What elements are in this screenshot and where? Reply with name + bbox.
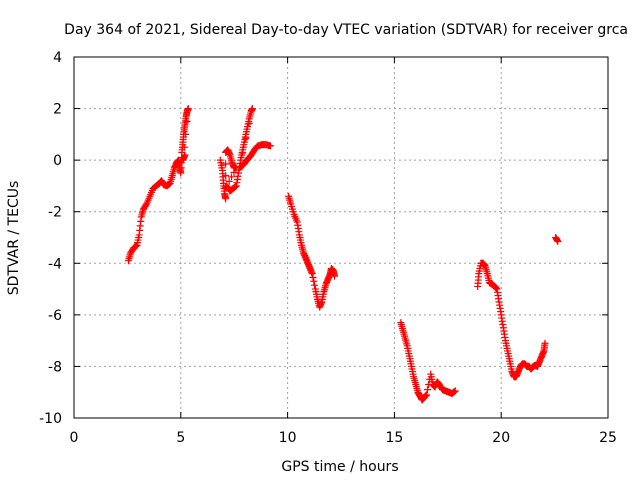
y-tick-label: 4 <box>53 50 62 66</box>
data-point <box>308 270 316 278</box>
data-point <box>181 151 189 159</box>
data-point <box>142 201 150 209</box>
data-point <box>180 143 188 151</box>
y-tick-label: 2 <box>53 102 62 118</box>
data-point <box>239 149 247 157</box>
data-points <box>124 105 562 404</box>
x-tick-label: 10 <box>279 430 297 446</box>
x-tick-labels: 0 5 10 15 20 25 <box>70 430 617 446</box>
data-point <box>422 391 430 399</box>
data-point <box>182 130 190 138</box>
data-point <box>242 134 250 142</box>
chart-title: Day 364 of 2021, Sidereal Day-to-day VTE… <box>64 22 628 38</box>
data-point <box>232 183 240 191</box>
y-tick-label: -10 <box>39 411 62 427</box>
data-point <box>222 195 230 203</box>
data-point <box>248 105 256 113</box>
y-tick-label: -4 <box>48 256 62 272</box>
y-tick-labels: -10 -8 -6 -4 -2 0 2 4 <box>39 50 62 427</box>
data-point <box>245 119 253 127</box>
data-point <box>231 183 239 191</box>
data-point <box>311 281 319 289</box>
y-tick-label: 0 <box>53 153 62 169</box>
data-point <box>451 387 459 395</box>
data-point <box>230 168 238 176</box>
data-point <box>450 388 458 396</box>
data-point <box>131 243 139 251</box>
data-point <box>309 273 317 281</box>
y-tick-label: -6 <box>48 308 62 324</box>
x-tick-label: 15 <box>385 430 403 446</box>
data-point <box>331 272 339 280</box>
data-point <box>225 177 233 185</box>
x-axis-label: GPS time / hours <box>281 459 398 475</box>
y-axis-label: SDTVAR / TECUs <box>6 181 22 296</box>
data-point <box>310 277 318 285</box>
x-tick-label: 5 <box>176 430 185 446</box>
x-tick-label: 20 <box>492 430 510 446</box>
data-point <box>554 237 562 245</box>
data-point <box>222 160 230 168</box>
data-point <box>132 242 140 250</box>
axis-ticks <box>73 56 609 419</box>
data-point <box>183 117 191 125</box>
data-point <box>424 386 432 394</box>
x-tick-label: 0 <box>70 430 79 446</box>
data-point <box>222 172 230 180</box>
data-point <box>228 173 236 181</box>
x-tick-label: 25 <box>599 430 617 446</box>
y-tick-label: -8 <box>48 359 62 375</box>
plot-frame <box>73 56 609 419</box>
data-point <box>184 105 192 113</box>
data-point <box>541 339 549 347</box>
y-tick-label: -2 <box>48 205 62 221</box>
data-point <box>267 142 275 150</box>
data-point <box>450 388 458 396</box>
